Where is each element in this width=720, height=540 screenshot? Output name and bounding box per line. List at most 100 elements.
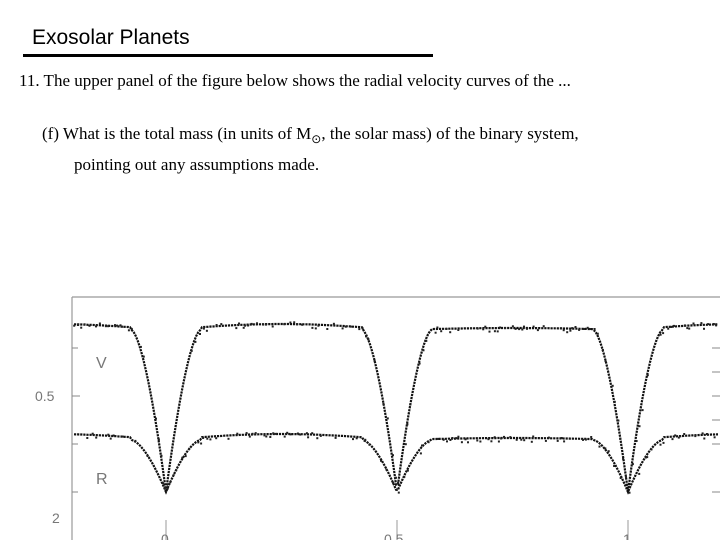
data-point xyxy=(332,322,335,325)
data-point xyxy=(536,329,539,332)
data-point xyxy=(455,437,458,440)
data-point xyxy=(107,433,110,436)
data-point xyxy=(162,482,164,485)
data-point xyxy=(215,437,218,440)
data-point xyxy=(659,333,662,336)
data-point xyxy=(367,338,370,341)
data-point xyxy=(107,325,110,328)
data-point xyxy=(692,322,695,325)
data-point xyxy=(283,323,286,326)
data-point xyxy=(167,483,170,486)
data-point xyxy=(571,327,574,330)
data-point xyxy=(184,455,187,458)
data-point xyxy=(662,441,665,444)
data-point xyxy=(190,349,193,352)
data-point xyxy=(532,325,535,328)
title-underline xyxy=(23,54,433,57)
data-point xyxy=(421,444,423,447)
data-point xyxy=(583,328,586,330)
question-text: 11. The upper panel of the figure below … xyxy=(19,71,571,90)
data-point xyxy=(250,322,253,325)
data-point xyxy=(446,440,448,443)
data-point xyxy=(404,443,407,446)
x-tick-label: 1 xyxy=(623,531,631,540)
data-point xyxy=(479,440,482,443)
data-point xyxy=(706,433,708,435)
data-point xyxy=(244,324,247,327)
data-point xyxy=(236,432,239,435)
sub-question-f: (f) What is the total mass (in units of … xyxy=(42,121,702,178)
data-point xyxy=(91,432,94,435)
data-point xyxy=(547,436,550,439)
data-point xyxy=(487,438,490,441)
data-point xyxy=(134,439,137,442)
data-point xyxy=(334,436,337,439)
data-point xyxy=(686,327,689,330)
data-point xyxy=(667,327,670,330)
data-point xyxy=(73,324,76,327)
data-point xyxy=(358,328,361,331)
data-point xyxy=(482,328,485,331)
data-point xyxy=(631,463,634,466)
data-point xyxy=(256,322,258,325)
data-point xyxy=(314,327,317,330)
data-point xyxy=(114,324,116,327)
data-point xyxy=(368,443,371,446)
data-point xyxy=(274,432,277,435)
data-point xyxy=(355,437,358,440)
data-point xyxy=(197,441,200,444)
scatter-points xyxy=(73,321,718,494)
data-point xyxy=(209,438,212,441)
slide-title: Exosolar Planets xyxy=(32,26,190,49)
data-point xyxy=(476,327,479,330)
sub-question-text-end: , the solar mass) of the binary system, xyxy=(321,124,579,143)
data-point xyxy=(562,329,565,332)
data-point xyxy=(619,437,622,440)
data-point xyxy=(598,445,601,448)
data-point xyxy=(436,326,439,329)
data-point xyxy=(544,439,547,442)
data-point xyxy=(596,332,599,335)
data-point xyxy=(364,438,367,441)
data-point xyxy=(271,325,274,328)
data-point xyxy=(542,325,545,328)
data-point xyxy=(644,456,647,459)
data-point xyxy=(88,324,91,327)
data-point xyxy=(584,438,587,441)
data-point xyxy=(317,324,320,327)
data-point xyxy=(403,475,406,478)
data-point xyxy=(518,328,521,331)
data-point xyxy=(142,355,145,358)
data-point xyxy=(392,454,394,457)
data-point xyxy=(514,327,517,330)
data-point xyxy=(638,425,641,428)
data-point xyxy=(449,331,452,334)
data-point xyxy=(227,437,230,440)
data-point xyxy=(83,323,86,326)
data-point xyxy=(560,437,563,439)
data-point xyxy=(341,327,344,330)
data-point xyxy=(488,330,491,333)
data-point xyxy=(646,374,649,377)
solar-symbol: ⊙ xyxy=(311,132,322,146)
data-point xyxy=(425,339,428,342)
data-point xyxy=(650,448,653,451)
data-point xyxy=(262,323,265,326)
data-point xyxy=(395,476,397,479)
data-point xyxy=(299,433,302,436)
data-point xyxy=(422,349,425,352)
data-point xyxy=(607,450,610,453)
data-point xyxy=(181,456,184,459)
data-point xyxy=(638,472,641,475)
data-point xyxy=(263,434,266,437)
data-point xyxy=(511,325,514,328)
data-point xyxy=(590,436,593,438)
data-point xyxy=(392,481,395,484)
data-point xyxy=(188,447,191,450)
data-point xyxy=(509,436,512,439)
data-point xyxy=(427,441,430,444)
data-point xyxy=(166,487,169,490)
data-point xyxy=(679,435,682,438)
data-point xyxy=(301,323,304,326)
data-point xyxy=(344,325,347,328)
